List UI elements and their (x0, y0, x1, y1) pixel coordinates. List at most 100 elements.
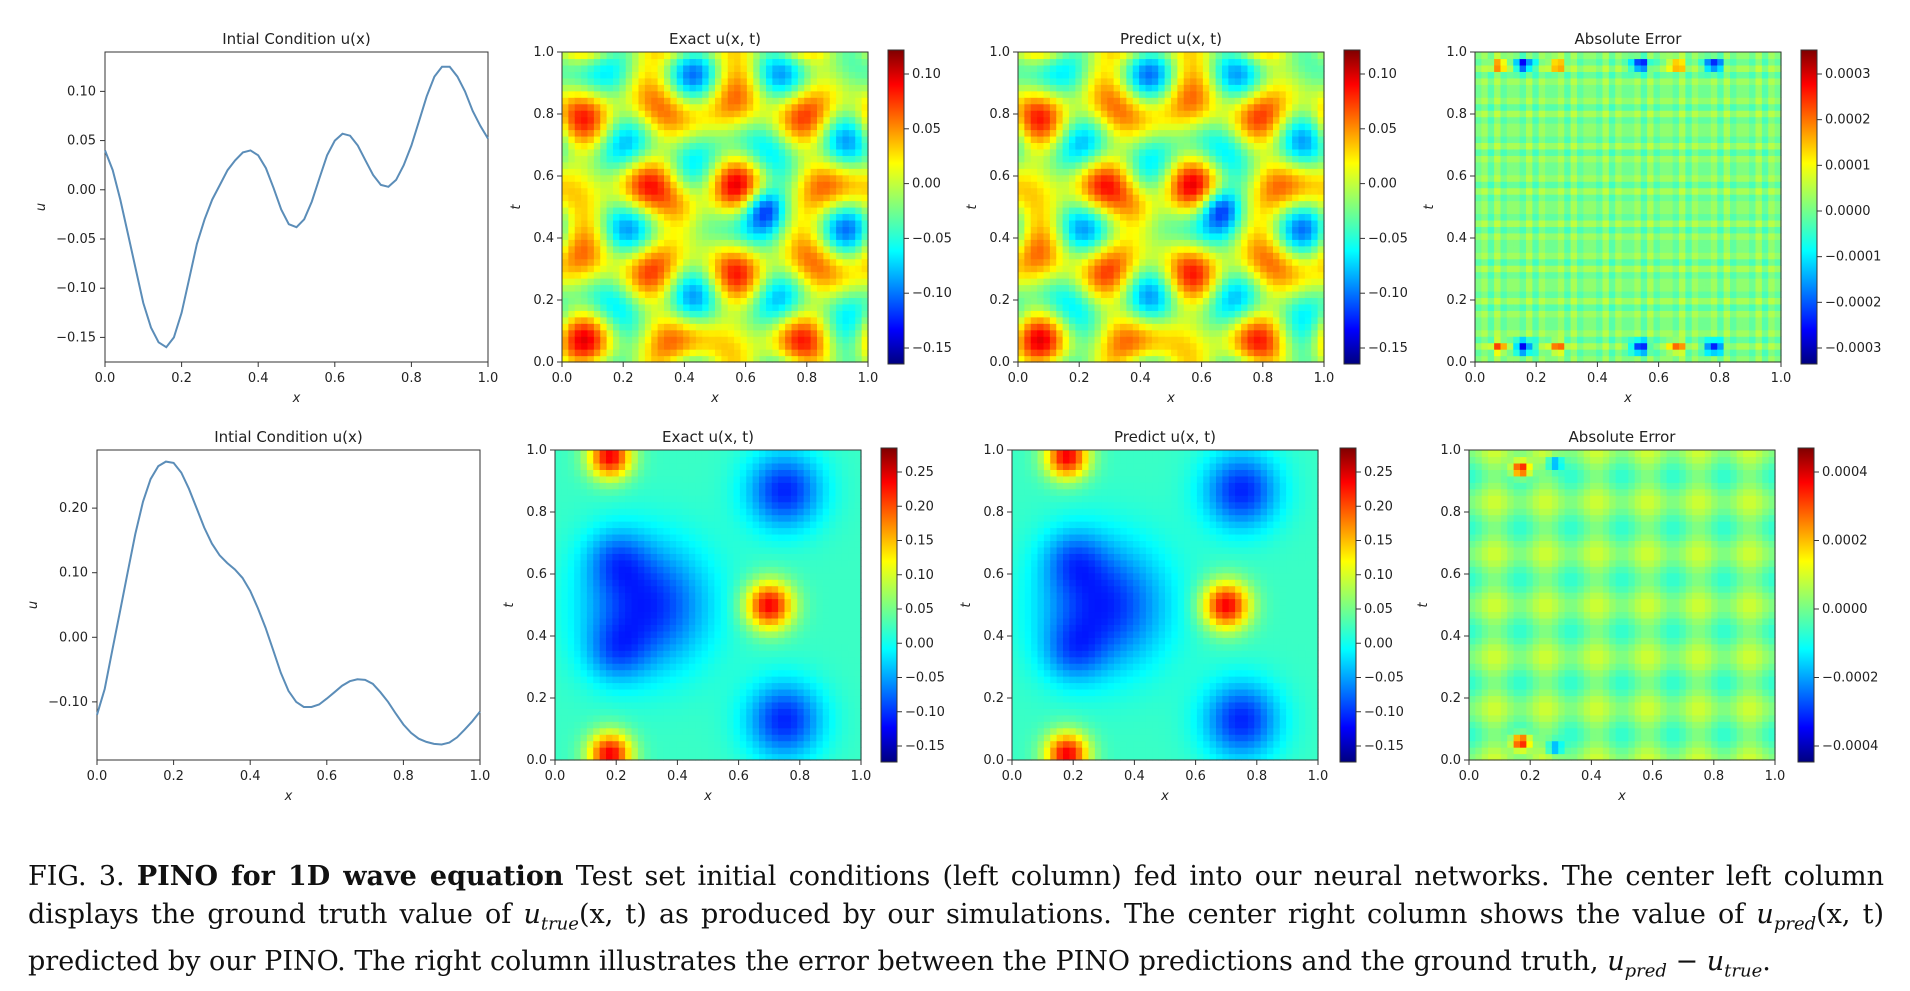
heatmap-cell (1037, 175, 1044, 182)
heatmap-cell (651, 310, 658, 317)
heatmap-cell (1165, 201, 1172, 208)
heatmap-cell (849, 162, 856, 169)
y-tick-label: 0.0 (533, 355, 554, 370)
heatmap-cell (1133, 58, 1140, 65)
heatmap-cell (1114, 297, 1121, 304)
heatmap-cell (1050, 117, 1057, 124)
heatmap-cell (843, 233, 850, 240)
heatmap-cell (741, 265, 748, 272)
heatmap-cell (690, 272, 697, 279)
heatmap-cell (1158, 304, 1165, 311)
heatmap-cell (1171, 71, 1178, 78)
heatmap-cell (600, 110, 607, 117)
heatmap-cell (1260, 84, 1267, 91)
heatmap-cell (1107, 136, 1114, 143)
heatmap-cell (645, 343, 652, 350)
heatmap-cell (1095, 220, 1102, 227)
heatmap-cell (594, 317, 601, 324)
heatmap-cell (1063, 130, 1070, 137)
heatmap-cell (1088, 272, 1095, 279)
heatmap-cell (1197, 136, 1204, 143)
heatmap-cell (830, 84, 837, 91)
heatmap-cell (836, 117, 843, 124)
heatmap-cell (1146, 252, 1153, 259)
heatmap-cell (1260, 259, 1267, 266)
heatmap-cell (670, 259, 677, 266)
heatmap-cell (575, 194, 582, 201)
heatmap-cell (664, 168, 671, 175)
heatmap-cell (741, 207, 748, 214)
heatmap-cell (632, 175, 639, 182)
heatmap-cell (728, 97, 735, 104)
heatmap-cell (1292, 207, 1299, 214)
heatmap-cell (1305, 91, 1312, 98)
heatmap-cell (728, 323, 735, 330)
heatmap-cell (670, 265, 677, 272)
heatmap-cell (1171, 246, 1178, 253)
heatmap-cell (1494, 265, 1501, 272)
heatmap-cell (823, 104, 830, 111)
colorbar-tick-label: 0.00 (1368, 177, 1397, 192)
heatmap-cell (588, 71, 595, 78)
heatmap-cell (779, 265, 786, 272)
heatmap-cell (702, 123, 709, 130)
heatmap-cell (1044, 226, 1051, 233)
heatmap-cell (1501, 194, 1508, 201)
heatmap-cell (1254, 117, 1261, 124)
heatmap-cells (1475, 52, 1782, 363)
heatmap-cell (1031, 233, 1038, 240)
heatmap-cell (747, 104, 754, 111)
heatmap-cell (1488, 110, 1495, 117)
heatmap-cell (1305, 259, 1312, 266)
heatmap-cell (747, 84, 754, 91)
heatmap-cell (613, 155, 620, 162)
heatmap-cell (1494, 349, 1501, 356)
heatmap-cell (1139, 259, 1146, 266)
heatmap-cell (728, 175, 735, 182)
heatmap-cell (1114, 330, 1121, 337)
heatmap-cell (804, 91, 811, 98)
heatmap-cell (1241, 278, 1248, 285)
heatmap-cell (1126, 52, 1133, 59)
heatmap-cell (1494, 65, 1501, 72)
heatmap-cell (594, 168, 601, 175)
ic-plot-title: Intial Condition u(x) (222, 30, 371, 48)
heatmap-cell (1050, 207, 1057, 214)
heatmap-cell (709, 213, 716, 220)
heatmap-cell (683, 285, 690, 292)
heatmap-cell (804, 239, 811, 246)
heatmap-cell (1279, 142, 1286, 149)
heatmap-cell (721, 201, 728, 208)
heatmap-cell (1063, 104, 1070, 111)
heatmap-cell (804, 252, 811, 259)
heatmap-cell (760, 58, 767, 65)
heatmap-cell (709, 110, 716, 117)
heatmap-cell (568, 252, 575, 259)
heatmap-cell (690, 323, 697, 330)
heatmap-cell (1235, 349, 1242, 356)
heatmap-cell (1069, 71, 1076, 78)
heatmap-cell (1126, 213, 1133, 220)
heatmap-cell (626, 142, 633, 149)
heatmap-cell (811, 233, 818, 240)
heatmap-cell (1139, 317, 1146, 324)
heatmap-cell (1018, 330, 1025, 337)
heatmap-cell (1146, 297, 1153, 304)
heatmap-cell (811, 343, 818, 350)
heatmap-cell (811, 91, 818, 98)
heatmap-cell (1126, 259, 1133, 266)
heatmap-cell (619, 310, 626, 317)
heatmap-cell (1107, 194, 1114, 201)
heatmap-cell (581, 278, 588, 285)
heatmap-cell (645, 252, 652, 259)
heatmap-cell (753, 291, 760, 298)
heatmap-cell (1075, 239, 1082, 246)
heatmap-cell (575, 58, 582, 65)
heatmap-cell (715, 336, 722, 343)
heatmap-cell (734, 136, 741, 143)
heatmap-cell (619, 123, 626, 130)
heatmap-cell (855, 84, 862, 91)
heatmap-cell (830, 259, 837, 266)
heatmap-cell (709, 84, 716, 91)
heatmap-cell (1273, 239, 1280, 246)
